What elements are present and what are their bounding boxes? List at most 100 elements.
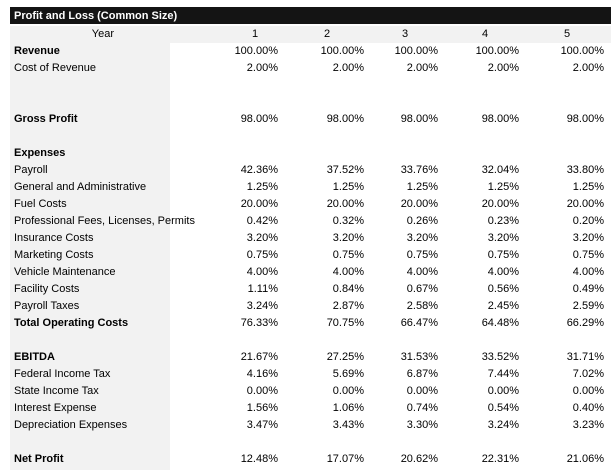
year-5-value: 2.00%: [572, 62, 604, 74]
table-row: Insurance Costs 3.20% 3.20% 3.20% 3.20% 3.20%: [0, 230, 611, 247]
year-1-value: 20.00%: [240, 198, 278, 210]
year-1-value: 0.42%: [246, 215, 278, 227]
year-3-header: 3: [401, 28, 409, 40]
row-label: Professional Fees, Licenses, Permits: [14, 215, 195, 227]
table-row: Fuel Costs 20.00% 20.00% 20.00% 20.00% 20.00%: [0, 196, 611, 213]
row-label: EBITDA: [14, 351, 55, 363]
year-3-value: 1.25%: [406, 181, 438, 193]
year-4-value: 64.48%: [481, 317, 519, 329]
year-1-value: 12.48%: [240, 453, 278, 465]
year-3-value: 3.20%: [406, 232, 438, 244]
table-row: Professional Fees, Licenses, Permits 0.42…: [0, 213, 611, 230]
year-2-value: 0.00%: [332, 385, 364, 397]
year-1-value: 4.16%: [246, 368, 278, 380]
year-2-value: 4.00%: [332, 266, 364, 278]
year-5-value: 0.49%: [572, 283, 604, 295]
year-1-value: 3.47%: [246, 419, 278, 431]
year-5-value: 20.00%: [566, 198, 604, 210]
year-4-value: 2.00%: [487, 62, 519, 74]
year-4-value: 3.24%: [487, 419, 519, 431]
year-4-value: 7.44%: [487, 368, 519, 380]
table-row: General and Administrative 1.25% 1.25% 1.25…: [0, 179, 611, 196]
year-4-value: 20.00%: [481, 198, 519, 210]
year-4-value: 2.45%: [487, 300, 519, 312]
year-5-value: 7.02%: [572, 368, 604, 380]
table-row: Cost of Revenue 2.00% 2.00% 2.00% 2.00% 2.00%: [0, 60, 611, 77]
table-row: Depreciation Expenses 3.47% 3.43% 3.30% 3.24…: [0, 417, 611, 434]
year-2-value: 0.32%: [332, 215, 364, 227]
year-2-value: 5.69%: [332, 368, 364, 380]
year-4-value: 3.20%: [487, 232, 519, 244]
year-2-value: 37.52%: [326, 164, 364, 176]
table-row: Interest Expense 1.56% 1.06% 0.74% 0.54% 0.40…: [0, 400, 611, 417]
year-5-value: 98.00%: [566, 113, 604, 125]
year-4-value: 1.25%: [487, 181, 519, 193]
year-1-value: 21.67%: [240, 351, 278, 363]
row-label: Net Profit: [14, 453, 64, 465]
year-4-value: 0.00%: [487, 385, 519, 397]
year-5-value: 3.23%: [572, 419, 604, 431]
year-4-value: 0.54%: [487, 402, 519, 414]
year-4-value: 33.52%: [481, 351, 519, 363]
row-label: Depreciation Expenses: [14, 419, 128, 431]
table-row: Net Profit 12.48% 17.07% 20.62% 22.31% 21.06%: [0, 451, 611, 468]
year-3-value: 0.74%: [406, 402, 438, 414]
year-1-value: 0.75%: [246, 249, 278, 261]
year-2-value: 27.25%: [326, 351, 364, 363]
year-1-value: 0.00%: [246, 385, 278, 397]
year-3-value: 0.00%: [406, 385, 438, 397]
row-label: Gross Profit: [14, 113, 78, 125]
row-label: Payroll: [14, 164, 48, 176]
year-1-value: 98.00%: [240, 113, 278, 125]
year-5-value: 31.71%: [566, 351, 604, 363]
table-row: Gross Profit 98.00% 98.00% 98.00% 98.00% 98.0…: [0, 111, 611, 128]
table-row: Expenses: [0, 145, 611, 162]
year-2-value: 70.75%: [326, 317, 364, 329]
year-1-value: 1.56%: [246, 402, 278, 414]
year-2-value: 3.43%: [332, 419, 364, 431]
year-5-value: 21.06%: [566, 453, 604, 465]
year-2-value: 17.07%: [326, 453, 364, 465]
row-label: Marketing Costs: [14, 249, 94, 261]
table-row: Total Operating Costs 76.33% 70.75% 66.47% 6…: [0, 315, 611, 332]
year-3-value: 20.62%: [400, 453, 438, 465]
year-5-value: 0.00%: [572, 385, 604, 397]
table-row: Revenue 100.00% 100.00% 100.00% 100.00% 100.0…: [0, 43, 611, 60]
year-2-value: 2.87%: [332, 300, 364, 312]
blank-row: [0, 94, 611, 111]
year-1-value: 4.00%: [246, 266, 278, 278]
table-row: Federal Income Tax 4.16% 5.69% 6.87% 7.44% 7.…: [0, 366, 611, 383]
year-5-value: 66.29%: [566, 317, 604, 329]
year-header-background: [10, 26, 611, 43]
year-1-value: 2.00%: [246, 62, 278, 74]
row-label: Revenue: [14, 45, 60, 57]
year-5-value: 4.00%: [572, 266, 604, 278]
year-5-value: 0.20%: [572, 215, 604, 227]
year-5-header: 5: [563, 28, 571, 40]
blank-row: [0, 434, 611, 451]
row-label: Total Operating Costs: [14, 317, 129, 329]
blank-row: [0, 332, 611, 349]
year-1-value: 1.11%: [247, 283, 278, 295]
year-4-value: 32.04%: [481, 164, 519, 176]
row-label: Expenses: [14, 147, 66, 159]
row-label: General and Administrative: [14, 181, 147, 193]
year-3-value: 0.67%: [406, 283, 438, 295]
year-1-value: 42.36%: [240, 164, 278, 176]
year-3-value: 31.53%: [400, 351, 438, 363]
table-row: State Income Tax 0.00% 0.00% 0.00% 0.00% 0.00…: [0, 383, 611, 400]
year-1-header: 1: [251, 28, 259, 40]
table-row: Facility Costs 1.11% 0.84% 0.67% 0.56% 0.49%: [0, 281, 611, 298]
year-3-value: 98.00%: [400, 113, 438, 125]
year-2-value: 2.00%: [332, 62, 364, 74]
row-label: Facility Costs: [14, 283, 80, 295]
year-3-value: 66.47%: [400, 317, 438, 329]
year-3-value: 0.26%: [406, 215, 438, 227]
year-1-value: 100.00%: [234, 45, 278, 57]
year-1-value: 3.24%: [246, 300, 278, 312]
year-header-row: Year 1 2 3 4 5: [0, 26, 611, 43]
year-3-value: 3.30%: [406, 419, 438, 431]
blank-row: [0, 77, 611, 94]
table-row: Marketing Costs 0.75% 0.75% 0.75% 0.75% 0.75%: [0, 247, 611, 264]
year-5-value: 2.59%: [572, 300, 604, 312]
